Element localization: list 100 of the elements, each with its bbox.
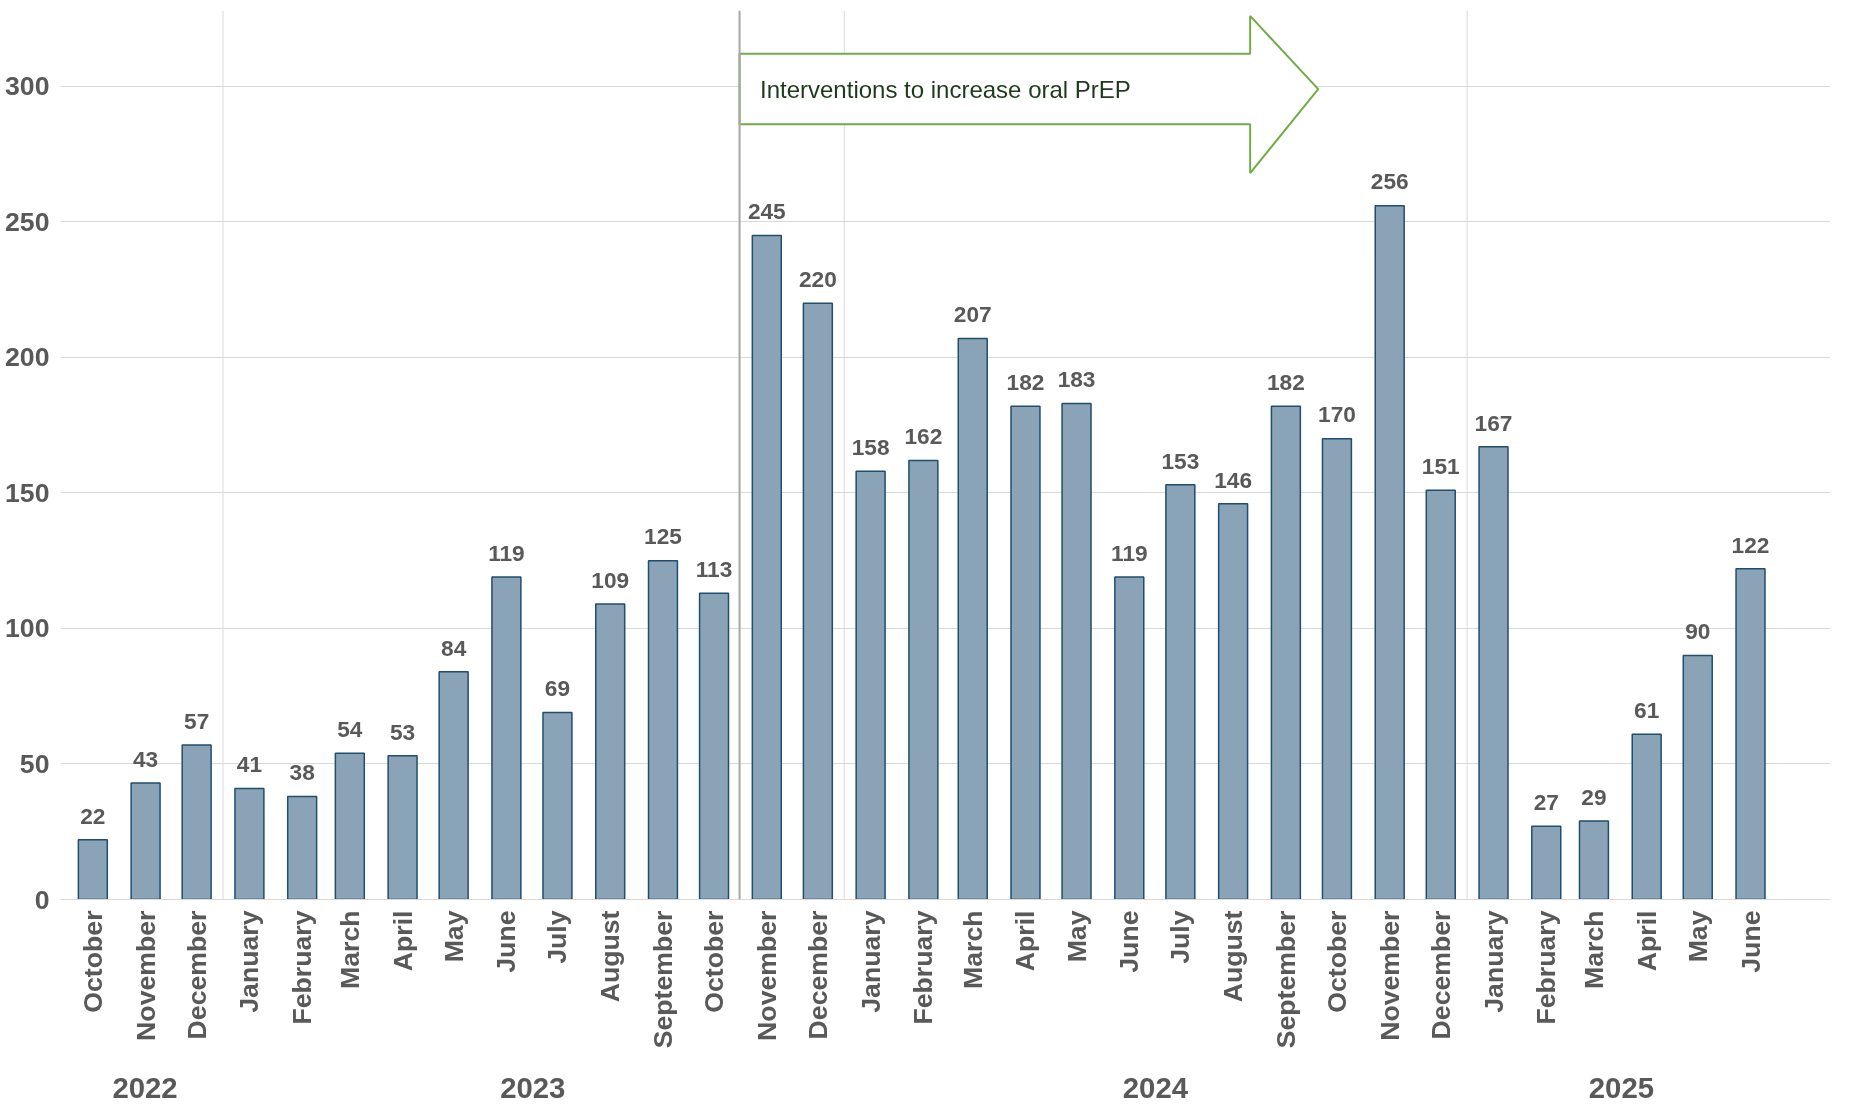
- x-tick-label: April: [1631, 910, 1662, 972]
- data-label: 256: [1370, 168, 1409, 195]
- x-tick-label: February: [287, 910, 318, 1025]
- data-label: 182: [1266, 368, 1305, 395]
- bar: [1682, 654, 1713, 900]
- data-label: 146: [1214, 466, 1253, 493]
- x-tick-label: December: [181, 910, 212, 1040]
- bar: [181, 744, 212, 900]
- x-tick-label: April: [387, 910, 418, 972]
- x-tick-label: February: [908, 910, 939, 1025]
- data-label: 151: [1421, 452, 1460, 479]
- x-tick-label: October: [699, 910, 730, 1013]
- bar: [1010, 405, 1041, 900]
- text: 2024: [1122, 1070, 1189, 1104]
- bar: [957, 337, 988, 900]
- x-tick-label: December: [1425, 910, 1456, 1040]
- bar: [751, 234, 783, 900]
- y-tick-label: 0: [34, 884, 50, 915]
- x-tick-label: July: [542, 910, 573, 964]
- x-tick-label: May: [438, 910, 469, 963]
- data-label: 57: [184, 707, 210, 734]
- bar: [802, 302, 834, 900]
- bar: [334, 752, 366, 900]
- data-label: 158: [851, 434, 890, 460]
- data-label: 113: [695, 555, 733, 582]
- data-label: 162: [904, 423, 943, 450]
- y-tick-label: 50: [19, 748, 50, 779]
- x-tick-label: September: [647, 910, 678, 1049]
- x-tick-label: March: [957, 910, 988, 990]
- bar: [1374, 204, 1405, 900]
- data-label: 53: [389, 718, 416, 745]
- data-label: 27: [1533, 789, 1559, 816]
- bar: [1531, 825, 1562, 900]
- x-tick-label: June: [1114, 910, 1145, 973]
- bar: [234, 787, 265, 900]
- data-label: 170: [1318, 401, 1356, 428]
- bar: [286, 795, 318, 900]
- text: 2023: [500, 1070, 566, 1104]
- y-tick-label: 250: [5, 206, 50, 237]
- data-label: 29: [1581, 783, 1607, 810]
- bar: [77, 839, 109, 900]
- x-tick-label: November: [1374, 910, 1405, 1041]
- data-label: 125: [644, 523, 682, 550]
- data-label: 41: [236, 751, 263, 778]
- text: 2025: [1588, 1070, 1655, 1104]
- data-label: 153: [1161, 447, 1200, 474]
- x-tick-label: March: [334, 910, 365, 990]
- x-tick-label: January: [855, 910, 886, 1013]
- bar: [438, 671, 469, 900]
- x-tick-label: October: [1321, 910, 1352, 1013]
- y-tick-label: 300: [5, 71, 50, 102]
- data-label: 122: [1731, 531, 1770, 558]
- x-tick-label: May: [1061, 910, 1092, 963]
- ref-line-label: Interventions to increase oral PrEP: [759, 75, 1131, 103]
- x-tick-label: August: [1218, 910, 1249, 1003]
- x-tick-label: January: [234, 910, 265, 1013]
- x-tick-label: April: [1010, 910, 1041, 972]
- bar: [1217, 503, 1249, 900]
- data-label: 84: [441, 634, 467, 661]
- data-label: 119: [1111, 539, 1148, 566]
- data-label: 54: [337, 715, 363, 742]
- x-tick-label: November: [130, 910, 161, 1041]
- text: 2022: [112, 1070, 178, 1104]
- bar: [595, 603, 626, 900]
- bar: [698, 592, 730, 900]
- x-tick-label: May: [1682, 910, 1713, 963]
- bar: [542, 711, 573, 900]
- bar: [1425, 489, 1456, 900]
- bar: [491, 576, 522, 900]
- x-tick-label: June: [491, 910, 522, 973]
- data-label: 119: [488, 539, 525, 566]
- x-tick-label: October: [77, 910, 108, 1013]
- bar: [1478, 446, 1509, 900]
- data-label: 90: [1685, 618, 1711, 645]
- bar: [647, 559, 679, 900]
- y-tick-label: 200: [5, 342, 50, 373]
- y-tick-label: 100: [5, 613, 50, 644]
- data-label: 220: [798, 265, 837, 292]
- y-tick-label: 150: [5, 477, 50, 508]
- x-tick-label: August: [595, 910, 626, 1003]
- bar: [1631, 733, 1662, 900]
- x-tick-label: September: [1270, 910, 1301, 1049]
- data-label: 245: [747, 198, 786, 225]
- bar: [1578, 820, 1610, 900]
- bar: [1735, 568, 1766, 900]
- bar: [855, 470, 886, 900]
- data-label: 69: [544, 675, 571, 702]
- data-label: 183: [1057, 366, 1096, 393]
- bar: [908, 459, 939, 900]
- data-label: 61: [1634, 696, 1660, 723]
- x-tick-label: November: [751, 910, 782, 1041]
- bar: [387, 755, 418, 900]
- bar: [1270, 405, 1302, 900]
- data-label: 38: [289, 759, 315, 786]
- bar: [130, 782, 161, 900]
- bar: [1061, 402, 1092, 900]
- x-tick-label: December: [802, 910, 833, 1040]
- x-tick-label: February: [1531, 910, 1562, 1025]
- data-label: 182: [1006, 368, 1045, 395]
- data-label: 109: [591, 566, 630, 593]
